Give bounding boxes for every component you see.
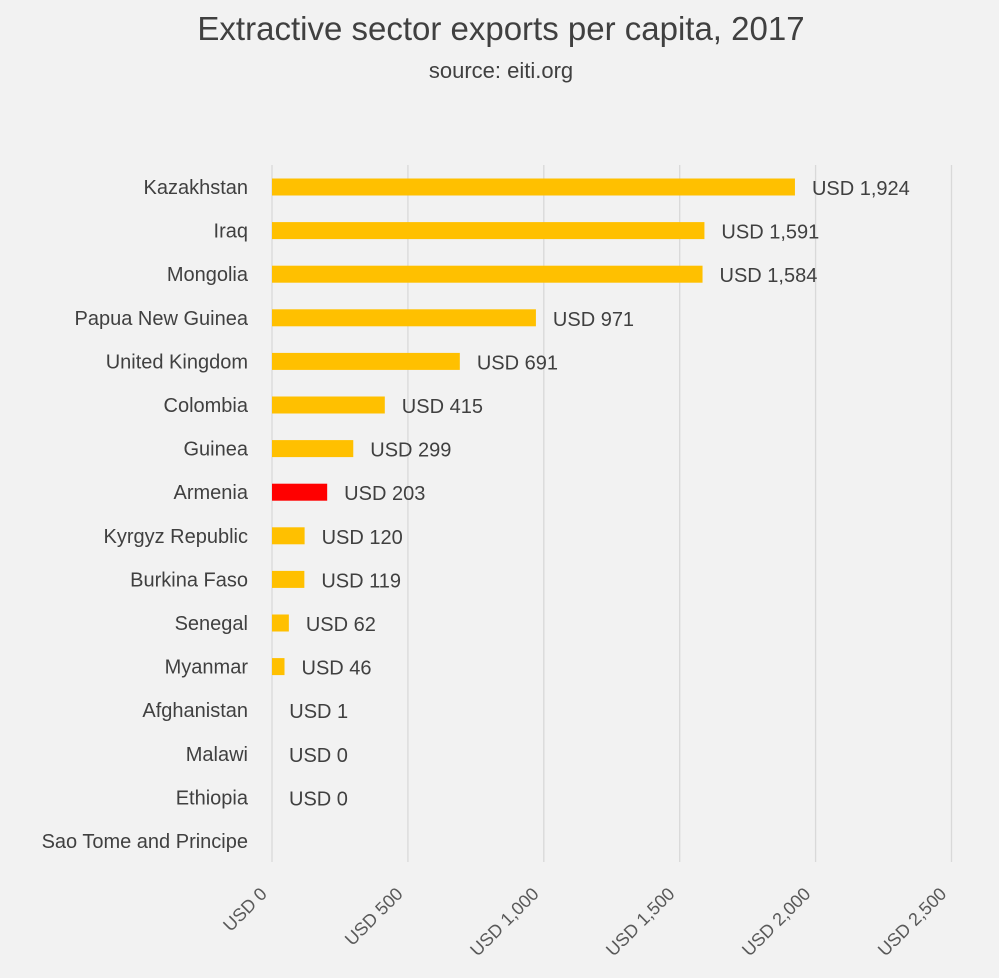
bar [272,440,354,458]
bar [272,483,328,501]
chart-subtitle: source: eiti.org [429,58,573,83]
category-label: Ethiopia [176,787,249,809]
chart-title: Extractive sector exports per capita, 20… [197,10,804,47]
category-label: United Kingdom [106,351,248,373]
data-label: USD 1,591 [721,222,819,244]
category-label: Kazakhstan [143,177,248,199]
data-label: USD 415 [402,396,483,418]
bar [272,309,536,327]
bar [272,265,703,283]
x-tick-label: USD 1,000 [466,884,542,960]
data-label: USD 1,584 [720,265,818,287]
data-label: USD 120 [322,527,403,549]
bar [272,614,289,632]
data-label: USD 691 [477,352,558,374]
data-label: USD 0 [289,745,348,767]
category-label: Iraq [214,221,248,243]
data-label: USD 971 [553,309,634,331]
x-tick-label: USD 2,500 [874,884,950,960]
bar [272,222,705,240]
data-label: USD 1 [289,701,348,723]
category-label: Guinea [184,439,249,461]
data-label: USD 62 [306,614,376,636]
category-label: Afghanistan [142,700,248,722]
data-label: USD 203 [344,483,425,505]
bar [272,352,460,370]
bar [272,527,305,545]
bar [272,178,795,196]
category-label: Mongolia [167,264,249,286]
x-tick-label: USD 2,000 [738,884,814,960]
bar [272,570,305,588]
data-label: USD 299 [370,440,451,462]
bar [272,658,285,676]
category-label: Armenia [174,482,249,504]
category-label: Malawi [186,744,248,766]
category-labels: Kazakhstan Iraq Mongolia Papua New Guinea Un… [42,177,249,853]
bars [272,178,795,676]
category-label: Colombia [164,395,249,417]
category-label: Myanmar [165,657,249,679]
bar [272,396,385,414]
x-axis-tick-labels: USD 0 USD 500 USD 1,000 USD 1,500 USD 2,000 U… [219,884,950,960]
x-tick-label: USD 0 [219,884,271,936]
data-label: USD 0 [289,788,348,810]
category-label: Senegal [175,613,248,635]
data-label: USD 46 [302,658,372,680]
x-tick-label: USD 1,500 [602,884,678,960]
x-tick-label: USD 500 [341,884,407,950]
category-label: Papua New Guinea [75,308,249,330]
data-labels: USD 1,924 USD 1,591 USD 1,584 USD 971 USD 69… [289,178,910,810]
data-label: USD 119 [321,570,401,592]
category-label: Kyrgyz Republic [103,526,248,548]
data-label: USD 1,924 [812,178,910,200]
category-label: Sao Tome and Principe [42,831,248,853]
category-label: Burkina Faso [130,569,248,591]
